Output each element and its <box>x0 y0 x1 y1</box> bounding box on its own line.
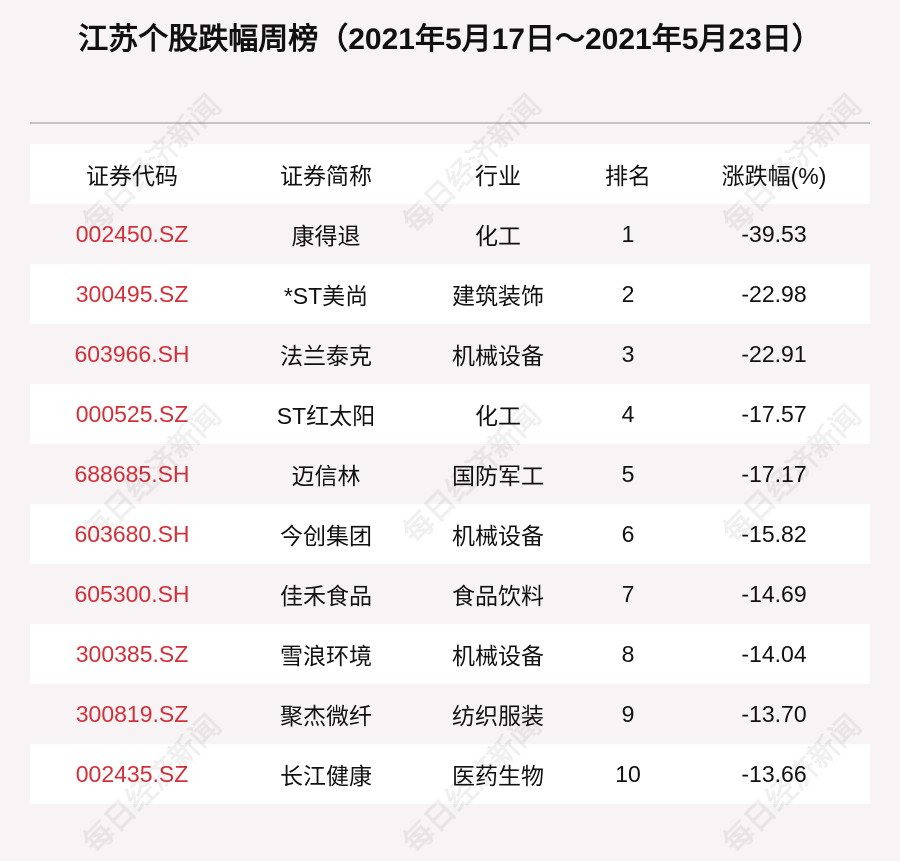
cell-rank: 2 <box>621 280 635 307</box>
cell-name: ST红太阳 <box>276 403 376 429</box>
table-row: 603680.SH 今创集团 机械设备 6 -15.82 <box>30 504 870 564</box>
cell-name: 康得退 <box>291 223 361 249</box>
cell-industry: 纺织服装 <box>452 703 544 729</box>
table-row: 605300.SH 佳禾食品 食品饮料 7 -14.69 <box>30 564 870 624</box>
cell-name: *ST美尚 <box>283 283 369 309</box>
cell-industry: 机械设备 <box>452 523 544 549</box>
cell-rank: 7 <box>621 580 635 607</box>
cell-name: 佳禾食品 <box>280 583 372 609</box>
cell-change: -14.69 <box>741 580 807 607</box>
cell-name: 法兰泰克 <box>280 343 372 369</box>
header-change: 涨跌幅(%) <box>721 163 827 189</box>
cell-name: 长江健康 <box>280 763 372 789</box>
cell-code: 002450.SZ <box>75 220 189 247</box>
cell-rank: 1 <box>621 220 635 247</box>
cell-code: 605300.SH <box>74 580 190 607</box>
cell-rank: 6 <box>621 520 635 547</box>
table-row: 603966.SH 法兰泰克 机械设备 3 -22.91 <box>30 324 870 384</box>
cell-rank: 10 <box>615 760 641 787</box>
table-row: 002450.SZ 康得退 化工 1 -39.53 <box>30 204 870 264</box>
cell-code: 603680.SH <box>74 520 190 547</box>
header-code: 证券代码 <box>86 163 178 189</box>
cell-code: 000525.SZ <box>75 400 189 427</box>
cell-code: 300495.SZ <box>75 280 189 307</box>
cell-industry: 建筑装饰 <box>452 283 544 309</box>
cell-industry: 国防军工 <box>452 463 544 489</box>
table-row: 300385.SZ 雪浪环境 机械设备 8 -14.04 <box>30 624 870 684</box>
cell-change: -22.98 <box>741 280 807 307</box>
cell-rank: 9 <box>621 700 635 727</box>
cell-code: 688685.SH <box>74 460 190 487</box>
cell-industry: 食品饮料 <box>452 583 544 609</box>
cell-code: 603966.SH <box>74 340 190 367</box>
cell-rank: 8 <box>621 640 635 667</box>
cell-change: -22.91 <box>741 340 807 367</box>
header-rank: 排名 <box>605 163 651 189</box>
cell-industry: 化工 <box>475 223 521 249</box>
cell-change: -13.66 <box>741 760 807 787</box>
cell-change: -13.70 <box>741 700 807 727</box>
cell-change: -15.82 <box>741 520 807 547</box>
cell-name: 雪浪环境 <box>280 643 372 669</box>
cell-change: -14.04 <box>741 640 807 667</box>
table-row: 000525.SZ ST红太阳 化工 4 -17.57 <box>30 384 870 444</box>
cell-name: 迈信林 <box>291 463 361 489</box>
page-title: 江苏个股跌幅周榜（2021年5月17日～2021年5月23日） <box>78 23 822 56</box>
header-name: 证券简称 <box>280 163 372 189</box>
cell-name: 聚杰微纤 <box>280 703 372 729</box>
cell-change: -39.53 <box>741 220 807 247</box>
table-header-row: 证券代码 证券简称 行业 排名 涨跌幅(%) <box>30 144 870 204</box>
cell-change: -17.57 <box>741 400 807 427</box>
table-row: 688685.SH 迈信林 国防军工 5 -17.17 <box>30 444 870 504</box>
table-row: 002435.SZ 长江健康 医药生物 10 -13.66 <box>30 744 870 804</box>
divider <box>30 122 870 124</box>
cell-industry: 机械设备 <box>452 343 544 369</box>
cell-rank: 4 <box>621 400 635 427</box>
cell-rank: 3 <box>621 340 635 367</box>
header-industry: 行业 <box>475 163 521 189</box>
table-row: 300495.SZ *ST美尚 建筑装饰 2 -22.98 <box>30 264 870 324</box>
cell-industry: 机械设备 <box>452 643 544 669</box>
cell-industry: 医药生物 <box>452 763 544 789</box>
cell-code: 300385.SZ <box>75 640 189 667</box>
table-row: 300819.SZ 聚杰微纤 纺织服装 9 -13.70 <box>30 684 870 744</box>
stock-decline-table: 证券代码 证券简称 行业 排名 涨跌幅(%) 002450.SZ 康得退 化工 1 -3… <box>30 144 870 804</box>
cell-change: -17.17 <box>741 460 807 487</box>
cell-code: 300819.SZ <box>75 700 189 727</box>
cell-rank: 5 <box>621 460 635 487</box>
cell-industry: 化工 <box>475 403 521 429</box>
cell-name: 今创集团 <box>280 523 372 549</box>
cell-code: 002435.SZ <box>75 760 189 787</box>
